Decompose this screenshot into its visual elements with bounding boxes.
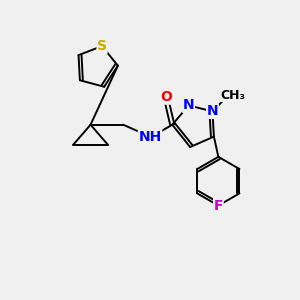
Text: S: S [97, 39, 107, 53]
Text: F: F [214, 199, 223, 213]
Text: NH: NH [138, 130, 162, 144]
Text: N: N [183, 98, 194, 112]
Text: CH₃: CH₃ [221, 88, 246, 101]
Text: N: N [207, 104, 218, 118]
Text: O: O [160, 90, 172, 104]
